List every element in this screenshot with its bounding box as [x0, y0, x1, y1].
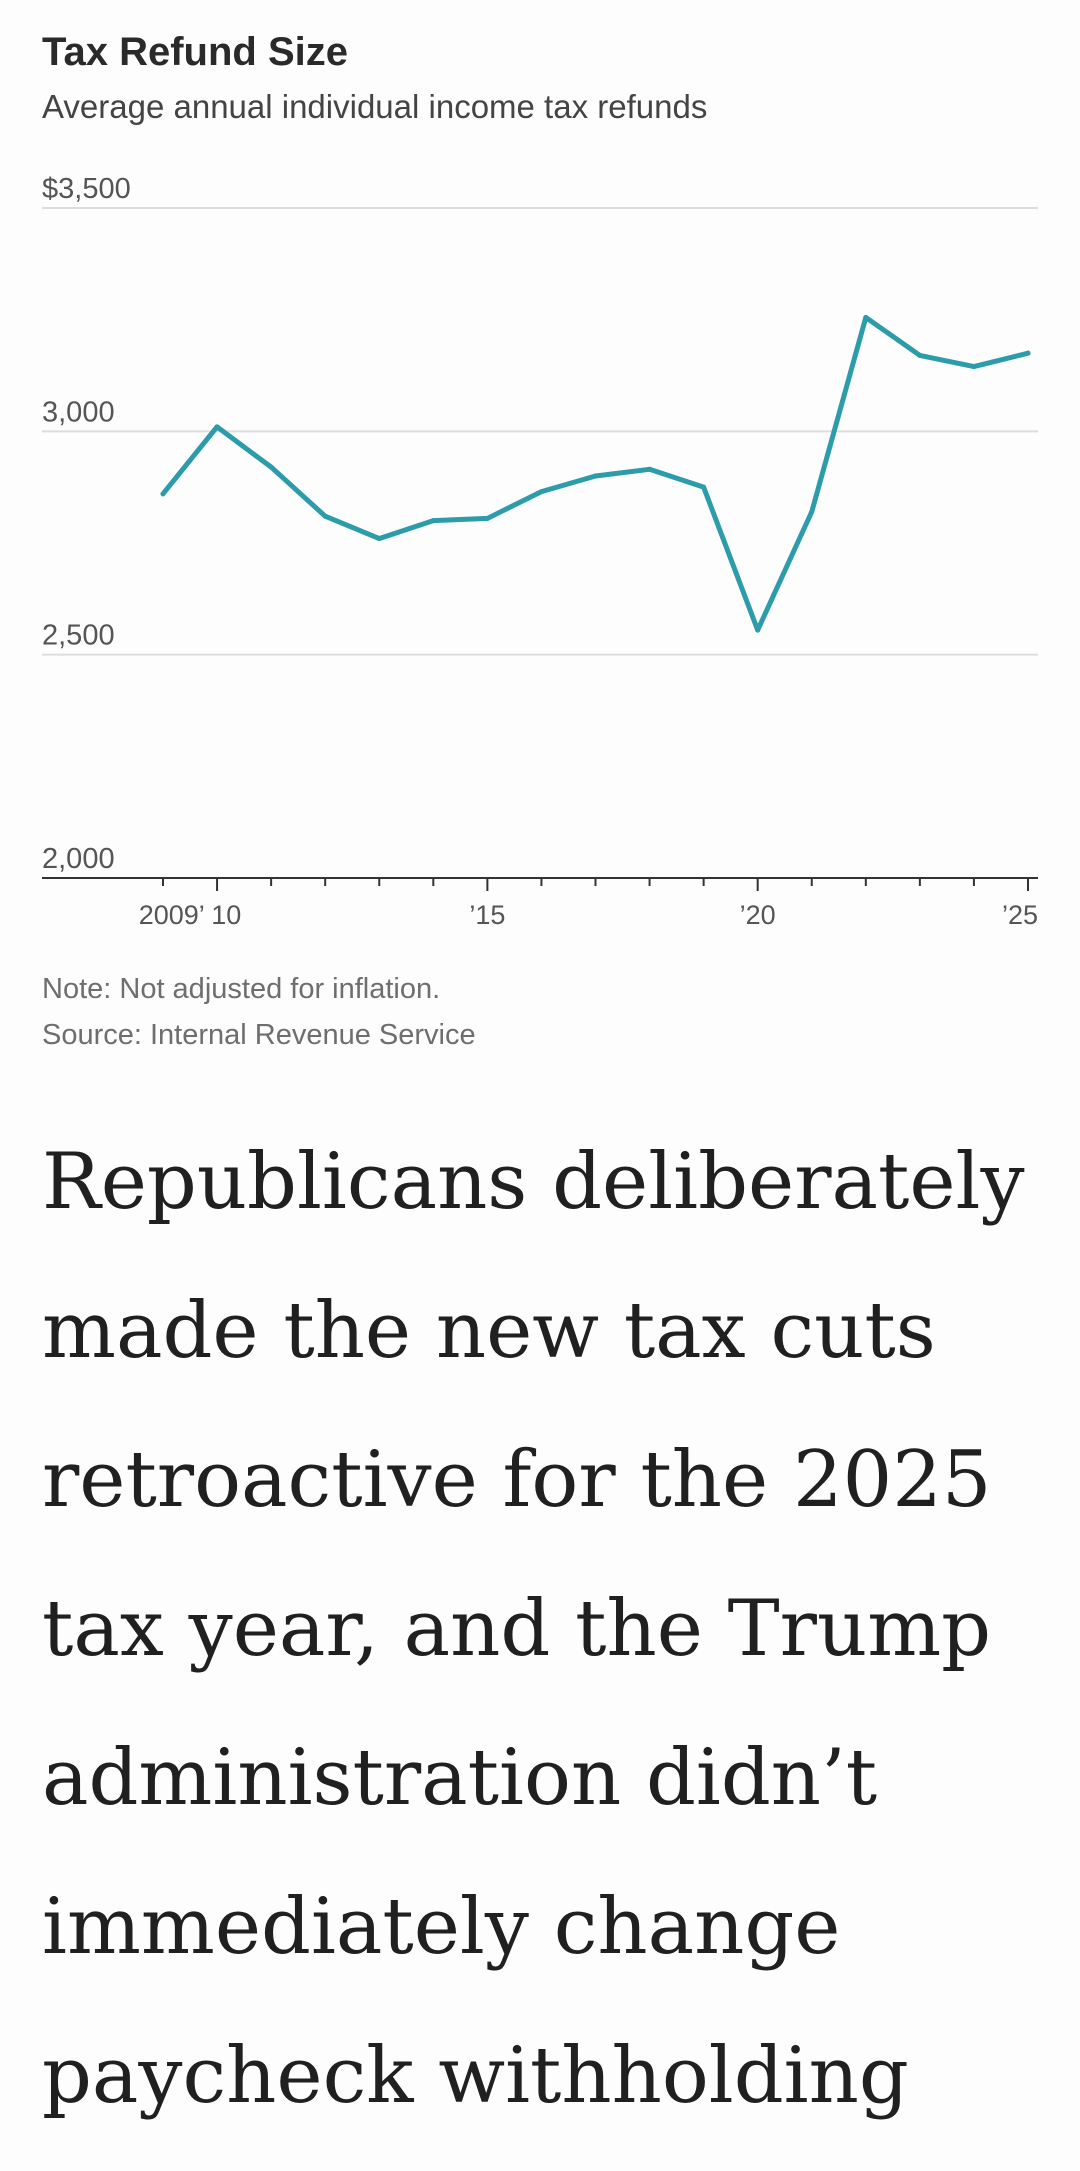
- line-chart: $3,500 3,000 2,500 2,000 2009’ 10 ’15 ’20 ’25: [42, 173, 1038, 930]
- data-point: [484, 515, 490, 521]
- y-tick-label: 2,000: [42, 843, 115, 875]
- gridlines: [42, 207, 1038, 656]
- data-point: [647, 466, 653, 472]
- data-point: [214, 424, 220, 430]
- x-tick-label: 2009’ 10: [139, 900, 242, 930]
- axis-labels: $3,500 3,000 2,500 2,000 2009’ 10 ’15 ’20 ’25: [42, 173, 1038, 930]
- data-point: [538, 489, 544, 495]
- x-tick-label: ’15: [469, 900, 505, 930]
- x-tick-label: ’20: [740, 900, 776, 930]
- x-tick-label: ’25: [1002, 900, 1038, 930]
- data-point: [593, 473, 598, 479]
- chart-title: Tax Refund Size: [42, 30, 348, 74]
- chart-note: Note: Not adjusted for inflation.: [42, 973, 441, 1005]
- data-point: [971, 364, 977, 370]
- pull-quote: Republicans deliberately made the new ta…: [42, 1137, 1025, 2121]
- data-point: [268, 464, 274, 470]
- data-point: [755, 627, 761, 633]
- data-point: [809, 509, 815, 515]
- data-point: [430, 518, 436, 524]
- data-point: [701, 484, 707, 490]
- chart-source: Source: Internal Revenue Service: [42, 1019, 476, 1051]
- data-point: [1025, 350, 1031, 356]
- data-point: [863, 314, 869, 320]
- data-point: [322, 513, 328, 519]
- chart-subtitle: Average annual individual income tax ref…: [42, 88, 708, 125]
- series-layer: [160, 314, 1031, 633]
- data-point: [917, 352, 923, 358]
- data-point: [160, 491, 166, 497]
- x-axis: [42, 877, 1038, 891]
- y-tick-label: $3,500: [42, 173, 131, 205]
- y-tick-label: 2,500: [42, 620, 115, 652]
- y-tick-label: 3,000: [42, 396, 115, 428]
- data-point: [376, 536, 382, 542]
